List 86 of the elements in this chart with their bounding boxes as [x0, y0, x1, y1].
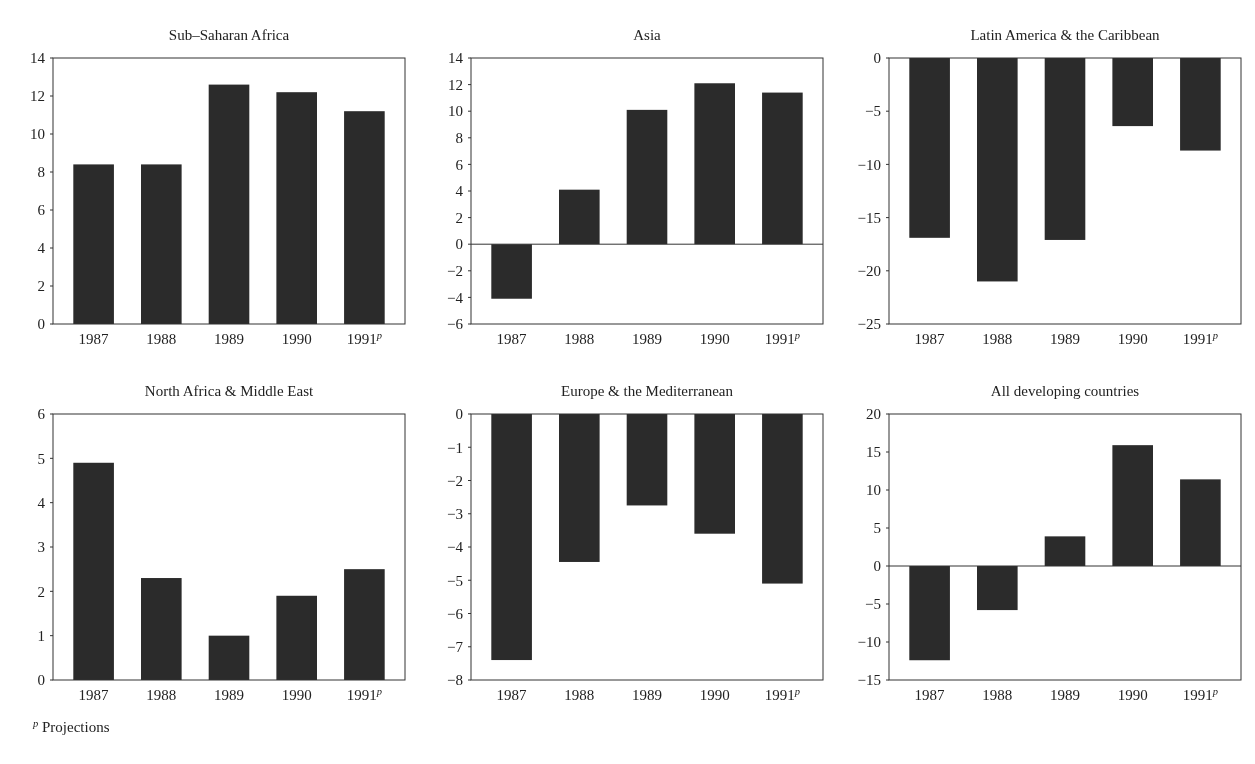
x-tick-label: 1991$^{p}$	[346, 329, 383, 347]
y-tick-label: 4	[37, 494, 46, 511]
y-tick-label: 6	[37, 202, 46, 219]
y-tick-label: −5	[447, 572, 463, 589]
x-tick-label: 1989	[1050, 331, 1080, 347]
y-tick-label: −5	[865, 103, 881, 120]
chart-title: Europe & the Mediterranean	[560, 383, 734, 399]
x-tick-label: 1989	[632, 331, 662, 347]
y-tick-label: 4	[455, 183, 464, 200]
x-tick-label: 1990	[281, 687, 312, 703]
x-tick-label: 1988	[146, 687, 177, 703]
y-tick-label: −6	[447, 316, 464, 333]
x-tick-label: 1987	[78, 687, 110, 703]
y-tick-label: 3	[37, 539, 45, 556]
y-tick-label: −1	[447, 439, 463, 456]
y-tick-label: −4	[447, 539, 464, 556]
x-tick-label: 1991$^{p}$	[1182, 329, 1219, 347]
x-tick-label: 1987	[914, 331, 946, 347]
chart-title: North Africa & Middle East	[144, 383, 314, 399]
text: $^{p}$ Projections	[32, 717, 110, 735]
y-tick-label: −5	[865, 596, 881, 613]
x-tick-label: 1987	[914, 687, 946, 703]
y-tick-label: 2	[455, 209, 463, 226]
y-tick-label: −3	[447, 506, 463, 522]
y-tick-label: −10	[857, 156, 881, 173]
y-tick-label: 5	[873, 520, 881, 537]
y-tick-label: −6	[447, 605, 464, 622]
y-tick-label: 0	[455, 236, 463, 253]
x-tick-label: 1989	[214, 687, 244, 703]
y-tick-label: −8	[447, 672, 463, 689]
y-tick-label: 20	[866, 406, 881, 423]
y-tick-label: 10	[448, 103, 463, 120]
y-tick-label: 2	[37, 278, 45, 295]
y-tick-label: 8	[37, 164, 45, 181]
x-tick-label: 1987	[496, 687, 528, 703]
y-tick-label: 0	[873, 558, 881, 575]
x-tick-label: 1988	[146, 331, 177, 347]
y-tick-label: 0	[455, 406, 463, 423]
x-tick-label: 1987	[78, 331, 110, 347]
x-tick-label: 1990	[281, 331, 312, 347]
y-tick-label: −15	[857, 672, 881, 689]
y-tick-label: −20	[857, 263, 881, 280]
chart-title: All developing countries	[990, 383, 1140, 399]
y-tick-label: 1	[37, 627, 45, 644]
y-tick-label: 14	[448, 50, 464, 67]
y-tick-label: 8	[455, 130, 463, 147]
y-tick-label: 4	[37, 240, 46, 257]
y-tick-label: 10	[866, 482, 881, 499]
x-tick-label: 1990	[699, 687, 730, 703]
y-tick-label: 10	[30, 126, 45, 143]
x-tick-label: 1991$^{p}$	[346, 685, 383, 703]
y-tick-label: −2	[447, 263, 463, 280]
x-tick-label: 1989	[632, 687, 662, 703]
y-tick-label: −10	[857, 634, 881, 651]
y-tick-label: −25	[857, 316, 881, 333]
y-tick-label: 0	[37, 316, 45, 333]
y-tick-label: −7	[447, 639, 464, 655]
x-tick-label: 1988	[564, 331, 595, 347]
x-tick-label: 1991$^{p}$	[764, 329, 801, 347]
y-tick-label: 0	[873, 50, 881, 67]
y-tick-label: 6	[455, 156, 464, 173]
x-tick-label: 1987	[496, 331, 528, 347]
y-tick-label: −2	[447, 472, 463, 489]
y-tick-label: 6	[37, 406, 46, 423]
x-tick-label: 1988	[982, 687, 1013, 703]
chart-title: Asia	[633, 27, 662, 43]
y-tick-label: 15	[866, 444, 881, 461]
x-tick-label: 1988	[564, 687, 595, 703]
y-tick-label: 12	[448, 76, 463, 93]
y-tick-label: 0	[37, 672, 45, 689]
x-tick-label: 1990	[1117, 687, 1148, 703]
y-tick-label: 12	[30, 88, 45, 105]
x-tick-label: 1988	[982, 331, 1013, 347]
y-tick-label: 5	[37, 450, 45, 467]
x-tick-label: 1991$^{p}$	[764, 685, 801, 703]
y-tick-label: 2	[37, 583, 45, 600]
x-tick-label: 1990	[1117, 331, 1148, 347]
chart-title: Latin America & the Caribbean	[970, 27, 1161, 43]
y-tick-label: −4	[447, 289, 464, 306]
x-tick-label: 1989	[1050, 687, 1080, 703]
x-tick-label: 1990	[699, 331, 730, 347]
y-tick-label: 14	[30, 50, 46, 67]
x-tick-label: 1989	[214, 331, 244, 347]
chart-title: Sub–Saharan Africa	[168, 27, 290, 43]
y-tick-label: −15	[857, 209, 881, 226]
x-tick-label: 1991$^{p}$	[1182, 685, 1219, 703]
